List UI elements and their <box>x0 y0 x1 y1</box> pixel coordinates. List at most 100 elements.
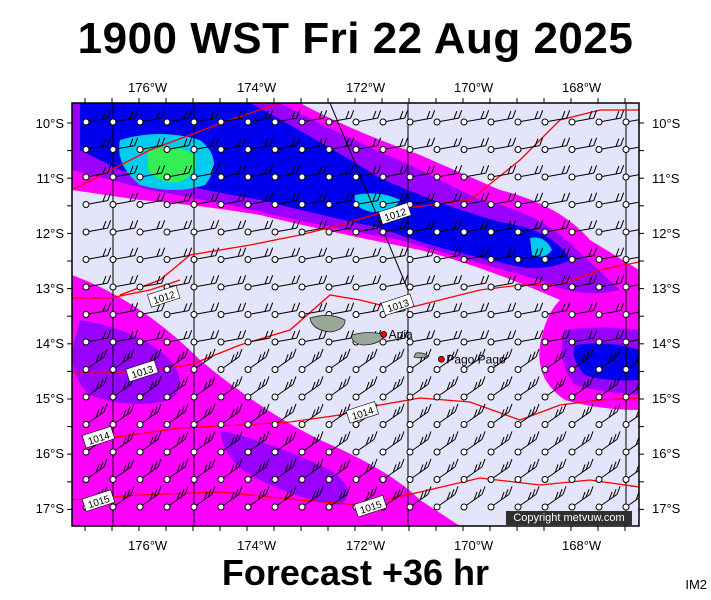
wind-barb <box>298 376 324 401</box>
wind-barb <box>379 110 409 126</box>
wind-barb <box>298 137 328 153</box>
wind-barb <box>136 302 166 318</box>
wind-barb <box>190 458 216 483</box>
wind-barb <box>352 431 378 456</box>
wind-barb <box>487 486 513 511</box>
wind-barb <box>541 220 571 236</box>
wind-barb <box>109 302 139 318</box>
wind-barb <box>325 192 355 208</box>
wind-barb <box>136 486 162 511</box>
wind-barb <box>163 376 189 401</box>
wind-barb <box>163 348 189 373</box>
wind-barb <box>514 330 544 346</box>
wind-barb <box>325 348 351 373</box>
wind-barb <box>82 247 112 263</box>
lat-label-right-17: 17°S <box>652 501 681 516</box>
wind-barb <box>298 302 328 318</box>
wind-barb <box>460 110 490 126</box>
wind-barb <box>379 247 409 263</box>
wind-barb <box>217 431 243 456</box>
wind-barb <box>406 137 436 153</box>
wind-barb <box>244 247 274 263</box>
wind-barb <box>163 330 193 346</box>
wind-barb <box>217 348 243 373</box>
wind-barb <box>595 431 621 456</box>
wind-barb <box>622 338 639 346</box>
wind-barb <box>217 486 243 511</box>
wind-barb <box>190 376 216 401</box>
wind-barb <box>109 110 139 126</box>
wind-barb <box>595 376 621 401</box>
wind-barb <box>244 302 274 318</box>
map-title: 1900 WST Fri 22 Aug 2025 <box>77 14 634 63</box>
wind-barb <box>568 458 594 483</box>
wind-barb <box>352 110 382 126</box>
wind-barb <box>514 376 540 401</box>
wind-barb <box>271 110 301 126</box>
wind-barb <box>622 118 639 126</box>
wind-barb <box>163 110 193 126</box>
wind-barb <box>271 330 301 346</box>
wind-barb <box>82 348 108 373</box>
wind-barb <box>568 330 598 346</box>
wind-barb <box>109 348 135 373</box>
wind-barb <box>352 137 382 153</box>
wind-barb <box>244 486 270 511</box>
wind-barb <box>190 403 216 428</box>
wind-barb <box>325 275 355 291</box>
wind-barb <box>298 486 324 511</box>
wind-barb <box>136 458 162 483</box>
wind-barb <box>190 192 220 208</box>
wind-barb <box>190 431 216 456</box>
wind-barb <box>298 192 328 208</box>
wind-barb <box>514 110 544 126</box>
wind-barb <box>622 436 639 456</box>
wind-barb <box>244 330 274 346</box>
wind-barb <box>190 247 220 263</box>
wind-barb <box>82 376 108 401</box>
wind-barb <box>163 137 193 153</box>
wind-barb <box>460 330 490 346</box>
wind-barb <box>379 275 409 291</box>
lat-label-left-14: 14°S <box>35 336 64 351</box>
wind-barb <box>109 458 135 483</box>
wind-barb <box>325 330 355 346</box>
wind-barb <box>568 110 598 126</box>
wind-barb <box>433 192 463 208</box>
place-dot <box>380 331 388 338</box>
wind-barb <box>82 165 112 181</box>
wind-barb <box>271 137 301 153</box>
wind-barb <box>244 458 270 483</box>
wind-barb <box>541 458 567 483</box>
map-code: IM2 <box>685 577 707 592</box>
wind-barb <box>163 192 193 208</box>
wind-barb <box>460 376 486 401</box>
wind-barb <box>406 458 432 483</box>
wind-barb <box>541 302 571 318</box>
wind-barb <box>541 275 571 291</box>
wind-barb <box>406 486 432 511</box>
lon-label-top-176: 176°W <box>128 80 168 95</box>
wind-barb <box>541 486 567 511</box>
wind-barb <box>298 458 324 483</box>
wind-barb <box>487 165 517 181</box>
wind-barb <box>244 348 270 373</box>
wind-barb <box>514 348 540 373</box>
wind-barb <box>541 110 571 126</box>
wind-barb <box>433 110 463 126</box>
wind-barb <box>595 165 625 181</box>
wind-barb <box>109 486 135 511</box>
wind-barb <box>217 302 247 318</box>
wind-barb <box>325 458 351 483</box>
wind-barb <box>460 403 486 428</box>
wind-barb <box>622 464 639 483</box>
wind-barb <box>622 256 639 263</box>
wind-barb <box>568 275 598 291</box>
wind-barb <box>352 220 382 236</box>
wind-barb <box>298 165 328 181</box>
lat-label-right-13: 13°S <box>652 281 681 296</box>
wind-barb <box>487 376 513 401</box>
wind-barb <box>244 376 270 401</box>
wind-barb <box>595 247 625 263</box>
wind-barb <box>325 247 355 263</box>
